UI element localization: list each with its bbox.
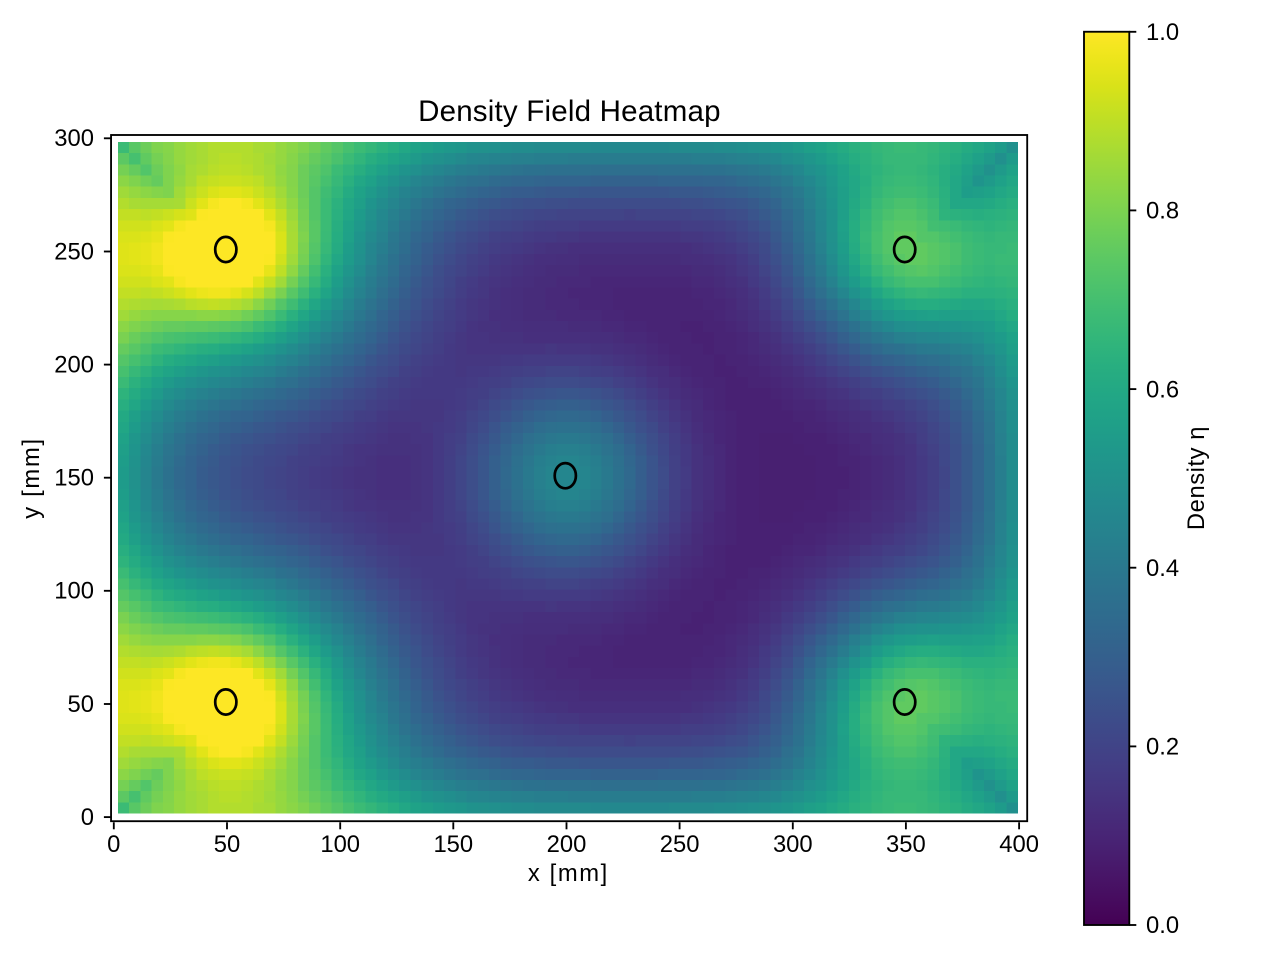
svg-text:0.0: 0.0 [1146,912,1179,939]
svg-text:250: 250 [54,238,94,265]
svg-text:0.8: 0.8 [1146,198,1179,225]
svg-text:50: 50 [68,691,94,718]
svg-text:0.6: 0.6 [1146,376,1179,403]
svg-text:200: 200 [547,831,587,858]
svg-text:0.4: 0.4 [1146,555,1179,582]
svg-text:x [mm]: x [mm] [528,860,609,887]
svg-text:0: 0 [81,804,94,831]
svg-text:150: 150 [433,831,473,858]
svg-text:200: 200 [54,352,94,379]
svg-text:50: 50 [214,831,240,858]
svg-text:y [mm]: y [mm] [18,437,45,519]
svg-text:0.2: 0.2 [1146,734,1179,761]
svg-text:100: 100 [320,831,360,858]
svg-text:300: 300 [773,831,813,858]
svg-text:0: 0 [107,831,120,858]
svg-text:300: 300 [54,125,94,152]
svg-text:150: 150 [54,465,94,492]
svg-text:1.0: 1.0 [1146,19,1179,46]
svg-text:400: 400 [999,831,1039,858]
svg-text:Density Field Heatmap: Density Field Heatmap [418,95,721,128]
svg-text:250: 250 [660,831,700,858]
svg-text:Density η: Density η [1183,426,1210,530]
svg-text:350: 350 [886,831,926,858]
svg-text:100: 100 [54,578,94,605]
